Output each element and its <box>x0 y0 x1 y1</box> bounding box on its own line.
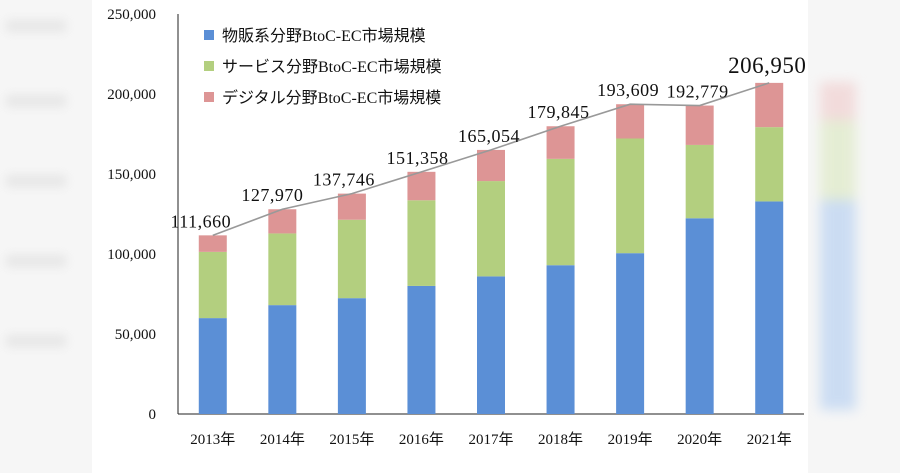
bar-segment-digital <box>477 149 505 182</box>
bar-segment-service <box>268 233 297 306</box>
bar-segment-service <box>685 144 714 219</box>
bar-segment-physical <box>616 253 645 414</box>
x-tick-label: 2015年 <box>329 431 374 448</box>
x-tick-label: 2017年 <box>468 431 513 448</box>
total-data-label: 193,609 <box>597 80 659 100</box>
bar-segment-service <box>477 181 505 277</box>
x-tick-label: 2021年 <box>747 431 792 448</box>
bar-segment-service <box>198 251 227 319</box>
bar-segment-service <box>616 138 645 254</box>
y-tick-label: 150,000 <box>107 167 156 183</box>
total-data-label: 151,358 <box>386 148 448 168</box>
x-tick-label: 2019年 <box>608 431 653 448</box>
legend-label: デジタル分野BtoC-EC市場規模 <box>222 88 441 107</box>
chart-card: 0 50,000 100,000 150,000 200,000 250,000 111,6… <box>92 0 808 473</box>
bar-segment-physical <box>407 285 436 414</box>
legend-label: 物販系分野BtoC-EC市場規模 <box>222 27 426 45</box>
bar-segment-digital <box>337 193 366 220</box>
total-data-label: 111,660 <box>170 211 231 231</box>
x-tick-label: 2020年 <box>677 431 722 448</box>
y-tick-label: 50,000 <box>115 327 156 343</box>
y-tick-label: 200,000 <box>107 87 156 103</box>
total-data-label: 137,746 <box>313 170 375 190</box>
bar-segment-physical <box>337 298 366 414</box>
bar-segment-digital <box>198 235 227 252</box>
bar-segment-digital <box>546 126 575 159</box>
legend-label: サービス分野BtoC-EC市場規模 <box>222 58 442 76</box>
y-tick-label: 250,000 <box>107 7 156 23</box>
bar-segment-digital <box>407 171 436 201</box>
bar-segment-digital <box>755 82 784 128</box>
bar-segment-service <box>546 158 575 266</box>
legend-swatch <box>204 30 214 40</box>
total-data-label: 165,054 <box>458 126 520 146</box>
bar-segment-physical <box>198 318 227 414</box>
x-tick-label: 2013年 <box>190 431 235 448</box>
x-tick-label: 2016年 <box>399 431 444 448</box>
bar-segment-physical <box>685 218 714 414</box>
x-tick-label: 2018年 <box>538 431 583 448</box>
x-tick-label: 2014年 <box>260 431 305 448</box>
bar-segment-physical <box>755 201 784 414</box>
legend-swatch <box>204 61 214 71</box>
bar-segment-digital <box>616 104 645 139</box>
bar-segment-physical <box>268 305 297 414</box>
bar-segment-service <box>337 219 366 299</box>
y-tick-label: 0 <box>149 407 157 423</box>
total-data-label: 192,779 <box>667 82 729 102</box>
bar-segment-service <box>407 200 436 286</box>
legend-swatch <box>204 92 214 102</box>
background-blur-right <box>780 0 900 473</box>
bar-segment-service <box>755 127 784 202</box>
total-data-label: 127,970 <box>241 185 303 205</box>
background-blur-left <box>0 0 90 473</box>
bar-segment-physical <box>546 265 575 414</box>
total-data-label: 206,950 <box>728 53 806 78</box>
total-trend-line <box>212 82 770 237</box>
stacked-bar-chart: 0 50,000 100,000 150,000 200,000 250,000 111,6… <box>107 7 806 448</box>
y-tick-label: 100,000 <box>107 247 156 263</box>
bar-segment-physical <box>477 276 505 414</box>
total-data-label: 179,845 <box>528 102 590 122</box>
bar-segment-digital <box>685 105 714 145</box>
